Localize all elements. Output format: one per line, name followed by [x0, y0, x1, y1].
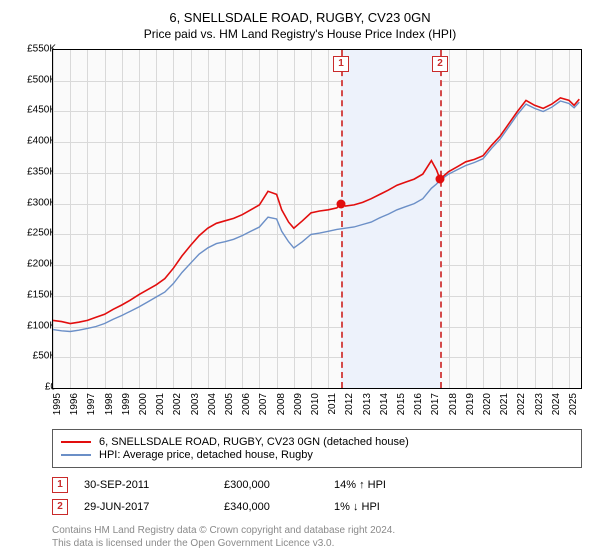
chart-lines	[53, 50, 581, 388]
attribution-footer: Contains HM Land Registry data © Crown c…	[52, 524, 582, 550]
x-tick-label: 1999	[121, 393, 132, 423]
x-tick-label: 2019	[465, 393, 476, 423]
x-tick-label: 2012	[344, 393, 355, 423]
x-tick-label: 2005	[224, 393, 235, 423]
sale-delta: 14% ↑ HPI	[334, 479, 582, 491]
x-tick-label: 2017	[430, 393, 441, 423]
sale-dot	[435, 175, 444, 184]
sale-row: 2 29-JUN-2017 £340,000 1% ↓ HPI	[52, 496, 582, 518]
marker-flag: 2	[432, 56, 448, 72]
x-tick-label: 2009	[293, 393, 304, 423]
y-tick-label: £400K	[16, 136, 56, 147]
y-tick-label: £250K	[16, 228, 56, 239]
x-tick-label: 1997	[86, 393, 97, 423]
x-tick-label: 2018	[448, 393, 459, 423]
x-axis-labels: 1995 1996 1997 1998 1999 2000 2001 2002 2003 2004…	[52, 389, 582, 421]
legend-label: HPI: Average price, detached house, Rugb…	[99, 449, 313, 461]
x-tick-label: 2002	[172, 393, 183, 423]
series-property	[53, 98, 579, 324]
y-tick-label: £200K	[16, 259, 56, 270]
x-tick-label: 2004	[207, 393, 218, 423]
footer-line: Contains HM Land Registry data © Crown c…	[52, 524, 582, 537]
x-tick-label: 2014	[379, 393, 390, 423]
x-tick-label: 2025	[568, 393, 579, 423]
x-tick-label: 1998	[104, 393, 115, 423]
sales-table: 1 30-SEP-2011 £300,000 14% ↑ HPI 2 29-JU…	[52, 474, 582, 518]
x-tick-label: 2022	[516, 393, 527, 423]
x-tick-label: 1996	[69, 393, 80, 423]
chart-subtitle: Price paid vs. HM Land Registry's House …	[10, 27, 590, 41]
legend-row: 6, SNELLSDALE ROAD, RUGBY, CV23 0GN (det…	[61, 436, 573, 448]
x-tick-label: 2000	[138, 393, 149, 423]
y-tick-label: £550K	[16, 44, 56, 55]
marker-flag: 1	[333, 56, 349, 72]
price-chart: 12	[52, 49, 582, 389]
x-tick-label: 1995	[52, 393, 63, 423]
sale-dot	[337, 199, 346, 208]
x-tick-label: 2006	[241, 393, 252, 423]
footer-line: This data is licensed under the Open Gov…	[52, 537, 582, 550]
x-tick-label: 2008	[276, 393, 287, 423]
sale-marker-1: 1	[52, 477, 68, 493]
sale-row: 1 30-SEP-2011 £300,000 14% ↑ HPI	[52, 474, 582, 496]
x-tick-label: 2024	[551, 393, 562, 423]
sale-price: £300,000	[224, 479, 334, 491]
y-tick-label: £0	[16, 382, 56, 393]
marker-line	[440, 50, 442, 388]
x-tick-label: 2003	[190, 393, 201, 423]
marker-line	[341, 50, 343, 388]
legend-label: 6, SNELLSDALE ROAD, RUGBY, CV23 0GN (det…	[99, 436, 409, 448]
x-tick-label: 2015	[396, 393, 407, 423]
x-tick-label: 2010	[310, 393, 321, 423]
x-tick-label: 2011	[327, 393, 338, 423]
legend-box: 6, SNELLSDALE ROAD, RUGBY, CV23 0GN (det…	[52, 429, 582, 468]
chart-title: 6, SNELLSDALE ROAD, RUGBY, CV23 0GN	[10, 10, 590, 25]
x-tick-label: 2020	[482, 393, 493, 423]
y-tick-label: £50K	[16, 351, 56, 362]
x-tick-label: 2007	[258, 393, 269, 423]
legend-row: HPI: Average price, detached house, Rugb…	[61, 449, 573, 461]
y-tick-label: £300K	[16, 197, 56, 208]
sale-date: 30-SEP-2011	[84, 479, 224, 491]
legend-swatch-property	[61, 441, 91, 443]
sale-marker-2: 2	[52, 499, 68, 515]
legend-swatch-hpi	[61, 454, 91, 456]
y-tick-label: £100K	[16, 320, 56, 331]
x-tick-label: 2016	[413, 393, 424, 423]
x-tick-label: 2021	[499, 393, 510, 423]
sale-date: 29-JUN-2017	[84, 501, 224, 513]
x-tick-label: 2023	[534, 393, 545, 423]
y-tick-label: £450K	[16, 105, 56, 116]
y-tick-label: £350K	[16, 166, 56, 177]
y-tick-label: £500K	[16, 74, 56, 85]
x-tick-label: 2013	[362, 393, 373, 423]
sale-delta: 1% ↓ HPI	[334, 501, 582, 513]
y-tick-label: £150K	[16, 289, 56, 300]
sale-price: £340,000	[224, 501, 334, 513]
x-tick-label: 2001	[155, 393, 166, 423]
